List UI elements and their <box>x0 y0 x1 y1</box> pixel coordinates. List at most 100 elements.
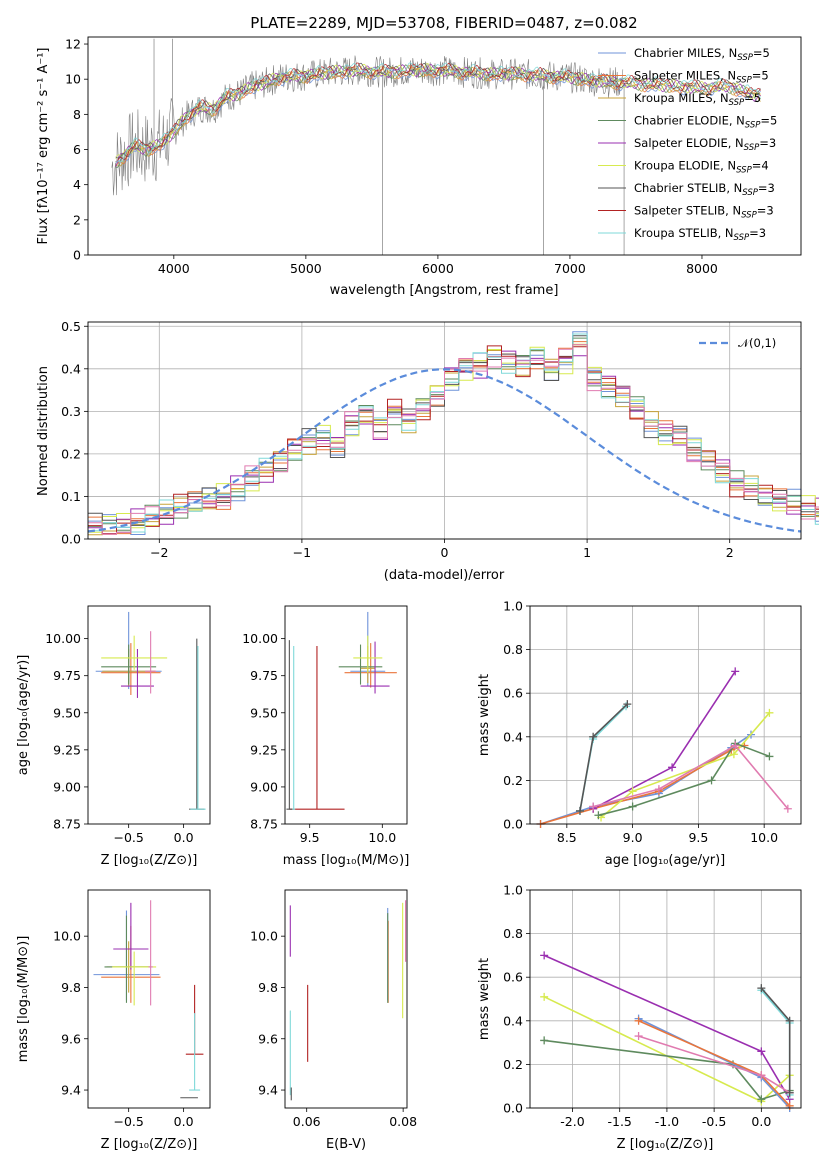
y-tick-label: 10.00 <box>45 631 81 646</box>
mass-weight-point <box>731 667 740 676</box>
mw-vs-Z-xlabel: Z [log₁₀(Z/Z⊙)] <box>617 1137 714 1152</box>
age-vs-mass-xlabel: mass [log₁₀(M/M⊙)] <box>283 853 410 868</box>
mw-vs-age-plot-area <box>536 667 792 828</box>
residual-grid <box>88 322 801 540</box>
histogram-series <box>88 333 819 533</box>
mw-vs-age-xlabel: age [log₁₀(age/yr)] <box>605 853 726 868</box>
y-tick-label: 9.6 <box>258 1031 278 1046</box>
mass-vs-ebv-ticks: 0.06 0.08 9.4 9.6 9.8 10.0 <box>250 929 417 1129</box>
y-tick-label: 9.4 <box>61 1083 81 1098</box>
mass-vs-Z-xlabel: Z [log₁₀(Z/Z⊙)] <box>101 1137 198 1152</box>
mass-weight-point <box>589 732 598 741</box>
mass-vs-Z-plot-area <box>93 900 204 1099</box>
residual-xlabel: (data-model)/error <box>384 568 505 583</box>
mw-vs-age-grid <box>530 605 801 825</box>
histogram-series <box>88 341 819 535</box>
x-tick-label: 4000 <box>158 261 190 276</box>
mass-weight-point <box>785 1101 794 1110</box>
mass-weight-point <box>540 951 549 960</box>
spectrum-xlabel: wavelength [Angstrom, rest frame] <box>330 283 559 298</box>
x-tick-label: -2.0 <box>560 1114 584 1129</box>
mass-weight-point <box>540 992 549 1001</box>
legend-label: Salpeter ELODIE, NSSP=3 <box>634 136 776 153</box>
mass-weight-point <box>575 806 584 815</box>
legend-label: Chabrier ELODIE, NSSP=5 <box>634 114 777 131</box>
mass-weight-point <box>765 708 774 717</box>
model-spectrum <box>115 65 761 163</box>
y-tick-label: 9.25 <box>250 742 278 757</box>
model-spectrum <box>115 62 761 163</box>
x-tick-label: 0.08 <box>389 1114 417 1129</box>
legend-label: Kroupa MILES, NSSP=5 <box>634 91 761 108</box>
mass-weight-point <box>757 984 766 993</box>
y-tick-label: 10.0 <box>250 929 278 944</box>
x-tick-label: 1 <box>583 545 591 560</box>
y-tick-label: 9.25 <box>53 742 81 757</box>
y-tick-label: 8 <box>73 107 81 122</box>
mass-weight-series <box>544 1039 790 1101</box>
x-tick-label: 9.0 <box>623 830 643 845</box>
x-tick-label: 10.0 <box>368 830 396 845</box>
mass-weight-series <box>598 742 770 817</box>
age-vs-Z-frame <box>87 605 211 825</box>
age-vs-Z-ticks: −0.5 0.0 8.75 9.00 9.25 9.50 9.75 10.00 <box>45 631 193 845</box>
residual-ylabel: Normed distribution <box>36 366 51 496</box>
mass-vs-Z-frame <box>87 889 211 1109</box>
mass-vs-Z-ylabel: mass [log₁₀(M/M⊙)] <box>16 936 31 1063</box>
mass-weight-point <box>731 741 740 750</box>
y-tick-label: 0.8 <box>503 642 523 657</box>
y-tick-label: 4 <box>73 177 81 192</box>
y-tick-label: 10.00 <box>242 631 278 646</box>
age-vs-Z-ylabel: age [log₁₀(age/yr)] <box>16 655 31 776</box>
mass-weight-point <box>729 750 738 759</box>
mass-vs-Z-panel: −0.5 0.0 9.4 9.6 9.8 10.0 Z [log₁₀(Z/Z⊙)] mas… <box>16 889 211 1152</box>
mass-weight-point <box>757 1071 766 1080</box>
mass-weight-point <box>628 787 637 796</box>
x-tick-label: 6000 <box>422 261 454 276</box>
mass-weight-point <box>783 804 792 813</box>
legend-label: Kroupa ELODIE, NSSP=4 <box>634 159 769 176</box>
y-tick-label: 9.4 <box>258 1083 278 1098</box>
mass-weight-point <box>589 802 598 811</box>
x-tick-label: −2 <box>150 545 168 560</box>
spectrum-panel: PLATE=2289, MJD=53708, FIBERID=0487, z=0… <box>36 14 802 298</box>
y-tick-label: 0 <box>73 248 81 263</box>
mass-vs-ebv-frame <box>284 889 408 1109</box>
spectrum-frame <box>87 36 802 256</box>
y-tick-label: 8.75 <box>250 817 278 832</box>
age-vs-Z-xlabel: Z [log₁₀(Z/Z⊙)] <box>101 853 198 868</box>
mass-weight-point <box>757 1095 766 1104</box>
x-tick-label: 0.0 <box>174 1114 194 1129</box>
y-tick-label: 9.00 <box>250 779 278 794</box>
histogram-series <box>88 331 819 535</box>
y-tick-label: 2 <box>73 212 81 227</box>
y-tick-label: 8.75 <box>53 817 81 832</box>
y-tick-label: 9.50 <box>53 705 81 720</box>
age-vs-mass-frame <box>284 605 408 825</box>
age-vs-Z-plot-area <box>95 611 206 810</box>
model-spectrum <box>115 64 761 169</box>
spectrum-ylabel: Flux [fλ10⁻¹⁷ erg cm⁻² s⁻¹ A⁻¹] <box>36 48 51 245</box>
mass-weight-point <box>707 776 716 785</box>
legend-label: Kroupa STELIB, NSSP=3 <box>634 226 766 243</box>
x-tick-label: −0.5 <box>113 830 143 845</box>
residual-panel: −2 −1 0 1 2 0.0 0.1 0.2 0.3 0.4 0.5 (data-model)/e… <box>36 319 819 583</box>
model-spectrum <box>115 62 761 163</box>
model-spectrum <box>115 63 761 159</box>
mw-vs-age-panel: 8.5 9.0 9.5 10.0 0.0 0.2 0.4 0.6 0.8 1.0 age [log… <box>477 599 802 868</box>
y-tick-label: 0.2 <box>61 446 81 461</box>
x-tick-label: 9.5 <box>300 830 320 845</box>
age-vs-Z-panel: −0.5 0.0 8.75 9.00 9.25 9.50 9.75 10.00 Z [log₁… <box>16 605 211 868</box>
mw-vs-age-ylabel: mass weight <box>477 674 492 756</box>
age-vs-mass-ticks: 9.5 10.0 8.75 9.00 9.25 9.50 9.75 10.00 <box>242 631 396 845</box>
mass-weight-point <box>765 752 774 761</box>
legend-label: Salpeter STELIB, NSSP=3 <box>634 204 774 221</box>
y-tick-label: 9.00 <box>53 779 81 794</box>
histogram-series <box>88 345 819 535</box>
histogram-series <box>88 337 819 531</box>
mass-weight-point <box>634 1016 643 1025</box>
y-tick-label: 0.6 <box>503 970 523 985</box>
mass-weight-point <box>757 1047 766 1056</box>
y-tick-label: 0.5 <box>61 319 81 334</box>
